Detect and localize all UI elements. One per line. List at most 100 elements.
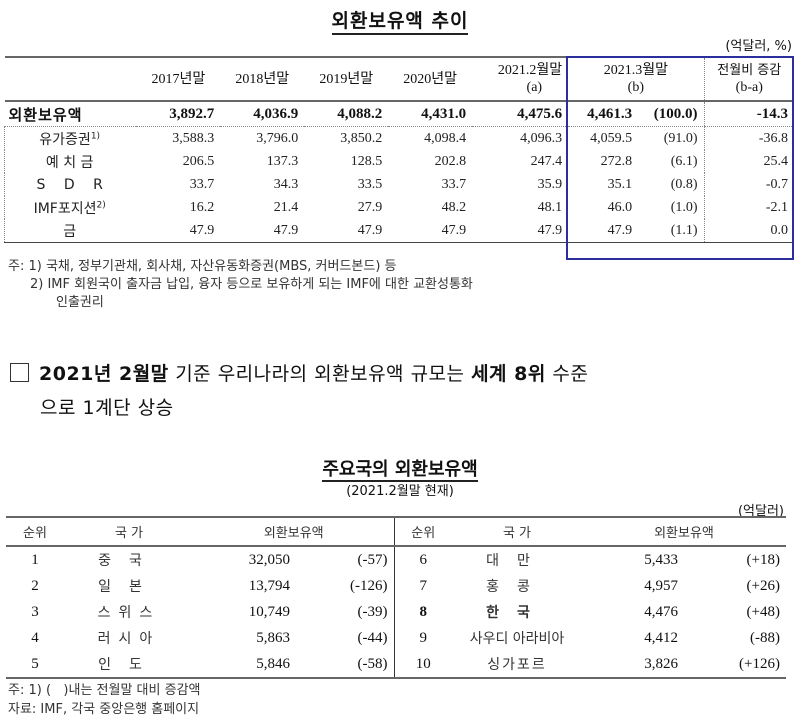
country: 대만 [486,553,548,569]
paragraph-line-2: 으로 1계단 상승 [40,397,174,419]
cell-share: (1.1) [638,219,705,243]
ranking-source: 자료: IMF, 각국 중앙은행 홈페이지 [8,702,200,717]
cell-share: (6.1) [670,153,698,169]
change: (-57) [357,551,388,568]
cell-2020: 202.8 [434,153,467,169]
cell-feb: 35.9 [537,176,563,192]
table-row-sdr: S D R 33.7 34.3 33.5 33.7 35.9 35.1 (0.8… [4,173,794,196]
country: 싱가포르 [452,651,582,679]
ranking-table: 순위 국 가 외환보유액 순위 국 가 외환보유액 1 중국 32,050 (-… [6,516,786,679]
cell-mar: 4,059.5 [590,130,633,146]
unit-label: (억달러, %) [725,39,792,54]
amount: 13,794 [248,577,290,594]
cell-2020: 4,431.0 [388,101,473,127]
ranking-header-row: 순위 국 가 외환보유액 순위 국 가 외환보유액 [6,516,786,547]
amount: 5,433 [644,551,678,568]
rank: 10 [393,651,452,679]
cell-2017: 16.2 [189,199,215,215]
country: 러시아 [97,631,161,647]
ranking-row: 5 인도 5,846 (-58) 10 싱가포르 3,826 (+126) [6,651,786,679]
cell-diff: 0.0 [703,219,794,243]
country: 스위스 [97,605,161,621]
header-diff: 전월비 증감 (b-a) [703,56,794,102]
reserves-trend-title: 외환보유액 추이 [0,6,800,35]
footnote-2: 2) IMF 회원국이 출자금 납입, 융자 등으로 보유하게 되는 IMF에 … [30,277,473,292]
rank: 4 [31,629,39,646]
cell-2019: 33.5 [357,176,383,192]
country: 중국 [98,553,160,569]
cell-2018: 4,036.9 [220,101,305,127]
cell-feb: 247.4 [530,153,563,169]
amount: 10,749 [248,603,290,620]
cell-2017: 206.5 [182,153,215,169]
change: (+26) [746,577,780,594]
cell-diff: -14.3 [703,101,794,127]
cell-2017: 3,892.7 [136,101,221,127]
cell-2017: 47.9 [136,219,221,243]
row-label: 예 치 금 [4,150,137,173]
change: (-88) [750,629,780,646]
header-country: 국 가 [64,516,194,547]
header-2020: 2020년말 [388,56,473,102]
footnote-1: 주: 1) 국채, 정부기관채, 회사채, 자산유동화증권(MBS, 커버드본드… [8,259,397,274]
ranking-row: 2 일본 13,794 (-126) 7 홍콩 4,957 (+26) [6,573,786,599]
cell-diff: 25.4 [703,150,794,173]
table-row-deposits: 예 치 금 206.5 137.3 128.5 202.8 247.4 272.… [4,150,794,173]
rank: 1 [31,551,39,568]
header-feb: 2021.2월말 (a) [472,56,569,102]
ranking-footnotes: 주: 1) ( )내는 전월말 대비 증감액 자료: IMF, 각국 중앙은행 … [8,681,201,719]
header-2017: 2017년말 [136,56,221,102]
cell-diff: -36.8 [703,126,794,150]
cell-2019: 47.9 [304,219,389,243]
change: (-39) [357,603,388,620]
amount: 5,863 [256,629,290,646]
row-label: IMF포지션2) [4,196,137,219]
table-row-total: 외환보유액 3,892.7 4,036.9 4,088.2 4,431.0 4,… [4,101,794,127]
cell-2018: 21.4 [273,199,299,215]
paragraph-line-1: 2021년 2월말 기준 우리나라의 외환보유액 규모는 세계 8위 수준 [10,357,790,391]
amount: 5,846 [194,651,294,679]
cell-2020: 47.9 [388,219,473,243]
cell-share: (1.0) [670,199,698,215]
header-2018: 2018년말 [220,56,305,102]
cell-2018: 3,796.0 [256,130,299,146]
cell-mar: 46.0 [607,199,633,215]
cell-feb: 4,096.3 [520,130,563,146]
cell-2017: 3,588.3 [172,130,215,146]
cell-feb: 48.1 [537,199,563,215]
header-reserves: 외환보유액 [194,516,394,547]
cell-mar: 272.8 [600,153,633,169]
amount: 32,050 [248,551,290,568]
ranking-unit: (억달러) [737,504,784,519]
ranking-subtitle: (2021.2월말 현재) [346,484,454,499]
change: (-44) [357,629,388,646]
cell-mar: 47.9 [568,219,639,243]
amount: 4,476 [644,603,678,620]
cell-2020: 4,098.4 [424,130,467,146]
country: 사우디 아라비아 [469,631,565,647]
row-label: 외환보유액 [4,101,137,127]
cell-share: (0.8) [670,176,698,192]
change: (+126) [682,651,786,679]
table-row-securities: 유가증권1) 3,588.3 3,796.0 3,850.2 4,098.4 4… [4,126,794,150]
reserves-trend-table: 2017년말 2018년말 2019년말 2020년말 2021.2월말 (a) … [4,56,794,243]
summary-paragraph: 2021년 2월말 기준 우리나라의 외환보유액 규모는 세계 8위 수준 으로… [10,357,790,425]
rank: 6 [393,546,452,573]
cell-2018: 34.3 [273,176,299,192]
cell-2019: 128.5 [350,153,383,169]
rank: 8 [393,599,452,625]
header-mar: 2021.3월말 (b) [568,56,705,102]
header-reserves: 외환보유액 [582,516,786,547]
cell-share: (91.0) [663,130,698,146]
header-rank: 순위 [6,516,64,547]
cell-diff: -0.7 [703,173,794,196]
cell-2017: 33.7 [189,176,215,192]
change: (-126) [350,577,388,594]
header-blank [4,56,137,102]
row-label: S D R [4,173,137,196]
cell-2018: 137.3 [266,153,299,169]
ranking-note: 주: 1) ( )내는 전월말 대비 증감액 [8,683,201,698]
rank: 7 [393,573,452,599]
rank: 3 [31,603,39,620]
cell-2018: 47.9 [220,219,305,243]
